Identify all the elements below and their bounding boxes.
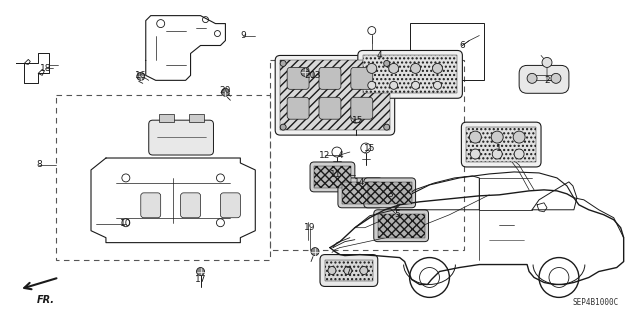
Circle shape (492, 131, 503, 143)
Circle shape (196, 268, 205, 276)
Text: FR.: FR. (37, 295, 55, 305)
Circle shape (280, 124, 286, 130)
FancyBboxPatch shape (338, 178, 383, 208)
Text: 7: 7 (345, 267, 351, 276)
Circle shape (433, 81, 442, 89)
Bar (189, 114, 204, 122)
Text: 14: 14 (354, 178, 365, 187)
Text: 16: 16 (135, 71, 147, 80)
Circle shape (514, 149, 524, 159)
FancyBboxPatch shape (358, 50, 462, 98)
Circle shape (367, 63, 377, 73)
Text: 19: 19 (304, 223, 316, 232)
Text: 12: 12 (319, 151, 331, 160)
Text: 9: 9 (241, 31, 246, 40)
Text: 3: 3 (387, 190, 392, 199)
Circle shape (360, 267, 368, 274)
Text: 20: 20 (220, 86, 231, 95)
Circle shape (411, 63, 420, 73)
Circle shape (412, 81, 420, 89)
Circle shape (388, 63, 399, 73)
FancyBboxPatch shape (220, 193, 241, 218)
Circle shape (328, 267, 336, 274)
Bar (368, 182, 412, 204)
Bar (280, 60, 390, 130)
FancyBboxPatch shape (374, 210, 429, 241)
Text: 5: 5 (394, 210, 399, 219)
Bar (410, 23, 484, 80)
Bar (314, 166, 351, 188)
Bar (325, 260, 372, 281)
Circle shape (301, 68, 309, 76)
Circle shape (470, 149, 480, 159)
FancyBboxPatch shape (141, 193, 161, 218)
Text: 15: 15 (352, 116, 364, 125)
Circle shape (344, 267, 352, 274)
Bar (159, 114, 173, 122)
Bar (363, 56, 458, 93)
FancyBboxPatch shape (180, 193, 200, 218)
Bar (56, 95, 270, 260)
Circle shape (390, 81, 397, 89)
Circle shape (311, 248, 319, 256)
Circle shape (513, 131, 525, 143)
Bar (342, 182, 379, 204)
FancyBboxPatch shape (364, 178, 415, 208)
Text: SEP4B1000C: SEP4B1000C (572, 298, 619, 307)
Circle shape (492, 149, 502, 159)
Circle shape (384, 60, 390, 66)
Text: 2: 2 (544, 76, 550, 85)
FancyBboxPatch shape (287, 67, 309, 89)
Text: 4: 4 (377, 51, 383, 60)
FancyBboxPatch shape (310, 162, 355, 192)
FancyBboxPatch shape (461, 122, 541, 167)
Text: 8: 8 (36, 160, 42, 169)
Bar (270, 60, 465, 249)
FancyBboxPatch shape (275, 56, 395, 135)
Circle shape (280, 60, 286, 66)
Circle shape (527, 73, 537, 83)
Bar (467, 127, 536, 162)
Text: 6: 6 (460, 41, 465, 50)
Circle shape (368, 81, 376, 89)
Text: 18: 18 (40, 64, 52, 73)
Text: 17: 17 (195, 275, 206, 284)
Text: 20: 20 (305, 71, 316, 80)
FancyBboxPatch shape (319, 97, 341, 119)
Bar (378, 214, 424, 238)
Circle shape (469, 131, 481, 143)
Circle shape (137, 72, 145, 80)
FancyBboxPatch shape (148, 120, 214, 155)
Circle shape (551, 73, 561, 83)
Text: 11: 11 (330, 170, 342, 179)
Circle shape (384, 124, 390, 130)
Text: 1: 1 (497, 144, 502, 152)
FancyBboxPatch shape (287, 97, 309, 119)
FancyBboxPatch shape (351, 67, 372, 89)
Text: 4: 4 (337, 151, 343, 160)
FancyBboxPatch shape (519, 65, 569, 93)
FancyBboxPatch shape (320, 255, 378, 286)
Circle shape (433, 63, 442, 73)
FancyBboxPatch shape (319, 67, 341, 89)
Text: 13: 13 (310, 71, 322, 80)
Circle shape (542, 57, 552, 67)
Text: 10: 10 (120, 219, 132, 228)
Circle shape (221, 88, 229, 96)
Text: 15: 15 (364, 144, 376, 152)
FancyBboxPatch shape (351, 97, 372, 119)
